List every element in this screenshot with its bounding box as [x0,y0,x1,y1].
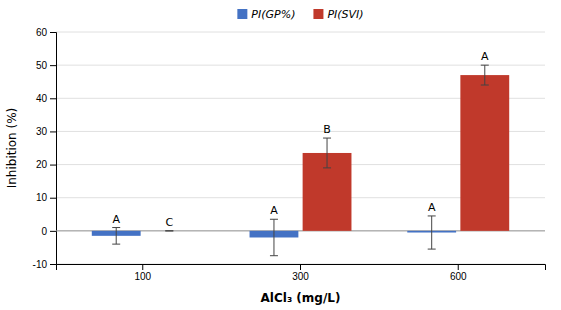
tick: 30 [36,126,56,137]
tick-label: 40 [36,93,48,104]
error-line [327,138,328,168]
tick-label: 60 [36,27,48,38]
tick: -10 [33,259,56,270]
annotation: A [481,50,489,63]
legend-swatch [313,9,323,19]
legend-label: PI(GP%) [251,8,295,21]
error-bar [428,216,436,249]
tick-mark [142,264,143,270]
tick-mark [300,264,301,270]
tick-label: 10 [36,192,48,203]
tick: 40 [36,93,56,104]
legend-item: PI(SVI) [313,8,363,21]
y-axis: -10 0 10 20 30 40 50 60 [33,27,57,270]
axis-line [50,33,57,265]
tick-label: -10 [33,259,48,270]
grid-line [56,65,545,66]
tick: 300 [292,264,309,282]
error-cap [270,219,278,220]
marks [92,65,509,256]
tick-label: 30 [36,126,48,137]
error-line [484,65,485,85]
tick-label: 300 [292,271,309,282]
error-cap [112,227,120,228]
error-line [116,228,117,245]
error-bar [112,228,120,245]
error-cap [165,230,173,231]
chart: -10 0 10 20 30 40 50 60 100 300 600 A A A C B A AlCl₃ (mg… [0,0,561,310]
tick-mark [50,264,56,265]
error-cap [323,167,331,168]
error-cap [112,244,120,245]
tick: 0 [41,226,56,237]
tick-mark [50,165,56,166]
error-bar [481,65,489,85]
x-axis: 100 300 600 [57,264,546,282]
tick: 20 [36,159,56,170]
bar [145,230,194,231]
error-cap [428,249,436,250]
grid-line [56,32,545,33]
error-line [273,219,274,255]
error-bar [270,219,278,255]
tick-mark [50,231,56,232]
tick: 600 [450,264,467,282]
tick-mark [458,264,459,270]
legend-item: PI(GP%) [237,8,295,21]
legend: PI(GP%) PI(SVI) [237,8,363,21]
tick-label: 600 [450,271,467,282]
annotation: A [112,213,120,226]
tick: 10 [36,192,56,203]
tick-mark [50,32,56,33]
annotation: C [165,216,173,229]
tick-mark [50,198,56,199]
tick-label: 20 [36,159,48,170]
tick-mark [50,98,56,99]
annotations: A A A C B A [112,50,489,229]
tick-label: 50 [36,60,48,71]
legend-swatch [237,9,247,19]
legend-label: PI(SVI) [327,8,363,21]
error-cap [165,230,173,231]
x-axis-title: AlCl₃ (mg/L) [261,291,341,305]
error-cap [270,255,278,256]
series [165,65,509,231]
error-cap [481,85,489,86]
error-line [431,216,432,249]
bar [460,75,509,231]
tick-label: 0 [41,226,47,237]
tick: 100 [134,264,151,282]
tick: 60 [36,27,56,38]
tick: 50 [36,60,56,71]
tick-label: 100 [134,271,151,282]
axis-line [57,265,546,271]
error-bar [323,138,331,168]
error-cap [481,65,489,66]
annotation: A [270,204,278,217]
tick-mark [50,131,56,132]
error-bar [165,230,173,231]
annotation: A [428,201,436,214]
error-cap [323,138,331,139]
grid [56,32,545,264]
tick-mark [50,65,56,66]
annotation: B [323,123,331,136]
error-cap [428,215,436,216]
plot: -10 0 10 20 30 40 50 60 100 300 600 A A A C B A [33,27,546,282]
series [92,216,456,256]
y-axis-title: Inhibition (%) [5,108,19,189]
